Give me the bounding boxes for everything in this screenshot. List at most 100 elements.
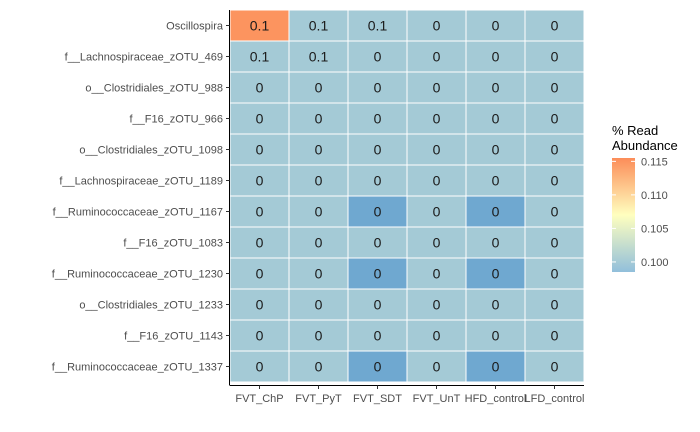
heatmap-cell [406, 40, 467, 73]
heatmap-cell [524, 319, 585, 352]
cell-value-label: 0 [551, 173, 559, 189]
heatmap-cell-labels: 0.1 0.1 0.1 0 0 0 0.1 0.1 0 0 0 0 0 0 0 0 0 0 0 0 0 0 0 0 0 0 0 0 0 0… [250, 18, 559, 375]
cell-value-label: 0 [374, 142, 382, 158]
cell-value-label: 0 [256, 173, 264, 189]
cell-value-label: 0 [374, 235, 382, 251]
heatmap-cell [524, 350, 585, 383]
heatmap-cell [524, 226, 585, 259]
cell-value-label: 0 [551, 111, 559, 127]
cell-value-label: 0.1 [309, 18, 329, 34]
cell-value-label: 0 [492, 173, 500, 189]
heatmap-cell [229, 226, 290, 259]
x-tick-label: HFD_control [465, 393, 527, 405]
heatmap-cell [347, 350, 408, 383]
heatmap-cell [406, 195, 467, 228]
legend-tick-label: 0.105 [641, 223, 669, 235]
cell-value-label: 0 [492, 111, 500, 127]
legend-tick-label: 0.115 [641, 156, 668, 168]
y-tick-label: f__Ruminococcaceae_zOTU_1230 [52, 269, 223, 281]
cell-value-label: 0 [315, 111, 323, 127]
legend-colorbar [612, 158, 635, 272]
cell-value-label: 0 [551, 142, 559, 158]
cell-value-label: 0 [374, 204, 382, 220]
heatmap-cell [465, 71, 526, 104]
cell-value-label: 0 [433, 204, 441, 220]
x-tick-label: FVT_SDT [353, 393, 402, 405]
y-tick-label: Oscillospira [166, 21, 224, 33]
heatmap-cell [347, 226, 408, 259]
heatmap-cell [288, 71, 349, 104]
cell-value-label: 0 [492, 359, 500, 375]
y-tick-label: o__Clostridiales_zOTU_1233 [79, 300, 223, 312]
heatmap-cell [524, 257, 585, 290]
cell-value-label: 0 [374, 49, 382, 65]
cell-value-label: 0 [315, 204, 323, 220]
heatmap-cell [229, 288, 290, 321]
cell-value-label: 0 [492, 80, 500, 96]
cell-value-label: 0 [433, 80, 441, 96]
cell-value-label: 0 [492, 297, 500, 313]
heatmap-cell [465, 102, 526, 135]
y-tick-label: f__Ruminococcaceae_zOTU_1337 [52, 362, 223, 374]
heatmap-cell [524, 9, 585, 42]
cell-value-label: 0 [551, 235, 559, 251]
heatmap-cell [406, 226, 467, 259]
heatmap-cell [406, 319, 467, 352]
y-tick-label: o__Clostridiales_zOTU_988 [85, 83, 223, 95]
cell-value-label: 0 [374, 173, 382, 189]
x-tick-label: FVT_UnT [413, 393, 461, 405]
cell-value-label: 0 [433, 173, 441, 189]
heatmap-cell [524, 195, 585, 228]
cell-value-label: 0.1 [250, 49, 270, 65]
cell-value-label: 0 [256, 359, 264, 375]
heatmap-cell [347, 102, 408, 135]
cell-value-label: 0 [256, 297, 264, 313]
heatmap-cell [347, 133, 408, 166]
cell-value-label: 0 [492, 266, 500, 282]
heatmap-cell [229, 350, 290, 383]
cell-value-label: 0 [315, 235, 323, 251]
cell-value-label: 0 [551, 328, 559, 344]
cell-value-label: 0 [374, 328, 382, 344]
legend-ticks: 0.100 0.105 0.110 0.115 [612, 156, 669, 269]
heatmap-cell [288, 9, 349, 42]
heatmap-cell [288, 350, 349, 383]
legend-title-line-2: Abundance [612, 138, 678, 153]
heatmap-cell [406, 350, 467, 383]
heatmap-cell [406, 133, 467, 166]
cell-value-label: 0 [551, 80, 559, 96]
x-axis: FVT_ChP FVT_PyT FVT_SDT FVT_UnT HFD_controlL… [229, 385, 584, 405]
cell-value-label: 0 [492, 328, 500, 344]
cell-value-label: 0 [256, 111, 264, 127]
cell-value-label: 0 [315, 80, 323, 96]
y-tick-label: o__Clostridiales_zOTU_1098 [79, 145, 223, 157]
cell-value-label: 0 [256, 204, 264, 220]
heatmap-cell [465, 226, 526, 259]
cell-value-label: 0 [374, 80, 382, 96]
legend-title-line-1: % Read [612, 123, 658, 138]
cell-value-label: 0 [256, 80, 264, 96]
heatmap-cell [465, 133, 526, 166]
cell-value-label: 0 [315, 359, 323, 375]
heatmap-cell [406, 102, 467, 135]
y-axis: Oscillospira f__Lachnospiraceae_zOTU_469o… [52, 10, 230, 385]
cell-value-label: 0 [256, 142, 264, 158]
color-legend: % Read Abundance 0.100 0.105 0.110 0.115 [612, 123, 678, 272]
cell-value-label: 0.1 [309, 49, 329, 65]
heatmap-cell [288, 288, 349, 321]
cell-value-label: 0 [433, 328, 441, 344]
cell-value-label: 0 [433, 18, 441, 34]
heatmap-cell [229, 257, 290, 290]
y-tick-label: f__F16_zOTU_1083 [123, 238, 223, 250]
cell-value-label: 0 [492, 18, 500, 34]
cell-value-label: 0 [551, 297, 559, 313]
heatmap-cell [288, 40, 349, 73]
cell-value-label: 0 [433, 266, 441, 282]
heatmap-cell [288, 102, 349, 135]
heatmap-cell [465, 288, 526, 321]
heatmap-cell [465, 257, 526, 290]
heatmap-cell [229, 102, 290, 135]
heatmap-cell [229, 319, 290, 352]
cell-value-label: 0 [315, 173, 323, 189]
cell-value-label: 0 [315, 297, 323, 313]
